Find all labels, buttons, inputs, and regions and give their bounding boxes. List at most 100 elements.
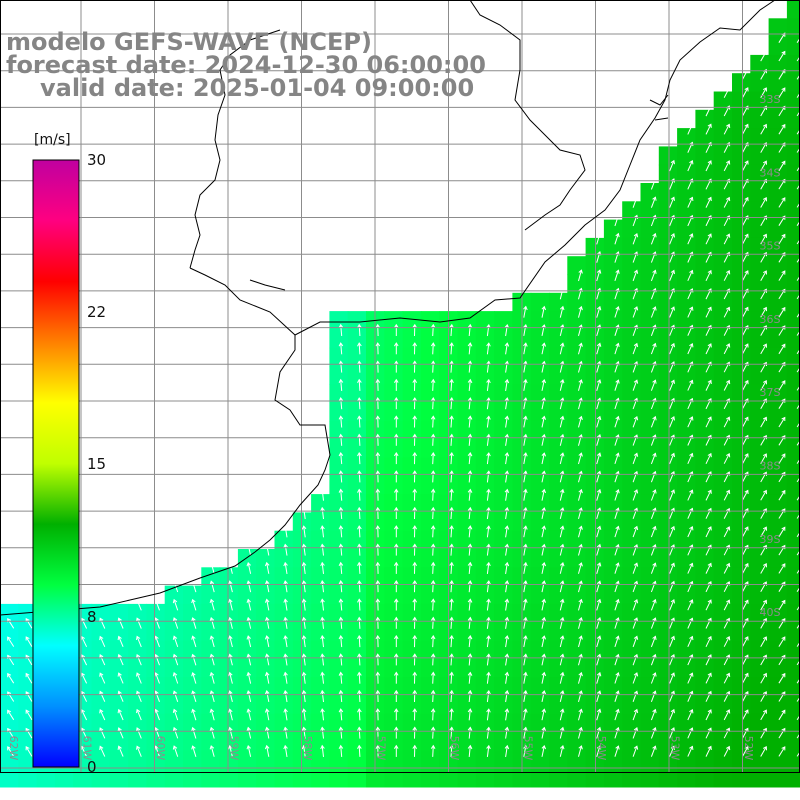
wind-cell: [658, 256, 678, 276]
wind-arrow: [559, 433, 565, 446]
wind-cell: [164, 695, 184, 715]
wind-cell: [768, 91, 788, 111]
wind-cell: [73, 768, 93, 788]
wind-arrow: [375, 580, 381, 593]
wind-cell: [457, 750, 477, 770]
wind-arrow: [486, 708, 491, 721]
wind-arrow: [559, 580, 565, 593]
wind-cell: [768, 183, 788, 202]
wind-cell: [219, 640, 239, 660]
lat-label: 34S: [760, 166, 781, 179]
wind-arrow: [578, 562, 583, 574]
wind-arrow: [393, 561, 399, 574]
wind-cell: [603, 622, 623, 642]
wind-cell: [768, 18, 788, 38]
wind-cell: [201, 622, 221, 642]
wind-cell: [640, 732, 660, 751]
wind-arrow: [99, 708, 106, 721]
wind-arrow: [375, 598, 381, 611]
wind-cell: [750, 292, 770, 312]
wind-cell: [402, 549, 422, 568]
wind-arrow: [632, 544, 639, 556]
wind-cell: [713, 439, 733, 459]
wind-arrow: [486, 689, 491, 703]
wind-arrow: [723, 690, 731, 702]
wind-arrow: [541, 397, 547, 410]
wind-arrow: [449, 378, 454, 391]
wind-cell: [603, 677, 623, 696]
wind-arrow: [430, 342, 436, 355]
wind-cell: [0, 603, 19, 623]
wind-cell: [384, 622, 404, 642]
wind-cell: [622, 549, 642, 568]
wind-cell: [677, 402, 696, 422]
wind-cell: [603, 530, 623, 550]
wind-arrow: [596, 415, 602, 428]
wind-arrow: [559, 708, 565, 721]
wind-cell: [384, 512, 404, 532]
wind-cell: [420, 530, 440, 550]
wind-cell: [530, 640, 550, 660]
wind-arrow: [632, 507, 639, 519]
wind-arrow: [449, 598, 454, 611]
wind-cell: [640, 750, 660, 770]
wind-cell: [402, 439, 422, 459]
wind-cell: [494, 530, 513, 550]
wind-cell: [530, 603, 550, 623]
wind-cell: [128, 713, 147, 733]
wind-arrow: [154, 653, 160, 666]
wind-arrow: [523, 653, 528, 666]
wind-cell: [732, 603, 751, 623]
wind-cell: [658, 750, 678, 770]
wind-cell: [549, 439, 568, 459]
wind-arrow: [614, 342, 620, 355]
wind-arrow: [264, 561, 270, 574]
wind-cell: [677, 695, 696, 715]
wind-cell: [732, 640, 751, 660]
wind-arrow: [687, 562, 694, 574]
wind-arrow: [467, 561, 473, 574]
wind-cell: [786, 164, 800, 184]
wind-arrow: [283, 671, 288, 684]
wind-cell: [658, 237, 678, 257]
wind-arrow: [796, 70, 800, 80]
wind-cell: [658, 146, 678, 166]
wind-cell: [384, 695, 404, 715]
wind-cell: [457, 311, 477, 330]
wind-cell: [786, 603, 800, 623]
wind-arrow: [578, 598, 583, 611]
wind-cell: [786, 695, 800, 715]
wind-arrow: [541, 543, 547, 556]
wind-arrow: [614, 580, 620, 593]
wind-arrow: [523, 433, 528, 446]
wind-arrow: [467, 488, 473, 501]
wind-arrow: [687, 306, 694, 318]
wind-arrow: [357, 580, 362, 593]
wind-cell: [786, 183, 800, 202]
wind-cell: [695, 237, 715, 257]
wind-cell: [549, 585, 568, 605]
wind-cell: [256, 549, 276, 568]
wind-arrow: [723, 635, 731, 647]
wind-arrow: [338, 671, 344, 684]
wind-arrow: [301, 744, 307, 757]
wind-cell: [640, 494, 660, 513]
wind-arrow: [778, 636, 786, 647]
wind-arrow: [264, 635, 270, 648]
wind-cell: [695, 768, 715, 788]
wind-arrow: [320, 689, 325, 703]
wind-cell: [750, 274, 770, 294]
wind-arrow: [320, 708, 325, 721]
wind-arrow: [614, 232, 620, 245]
wind-arrow: [578, 690, 583, 703]
wind-arrow: [650, 342, 657, 355]
wind-arrow: [467, 543, 473, 556]
wind-cell: [768, 274, 788, 294]
wind-arrow: [723, 709, 731, 721]
wind-cell: [329, 677, 349, 696]
wind-arrow: [320, 726, 325, 739]
wind-arrow: [669, 562, 675, 574]
wind-cell: [329, 622, 349, 642]
wind-arrow: [467, 397, 473, 410]
wind-arrow: [742, 453, 749, 464]
